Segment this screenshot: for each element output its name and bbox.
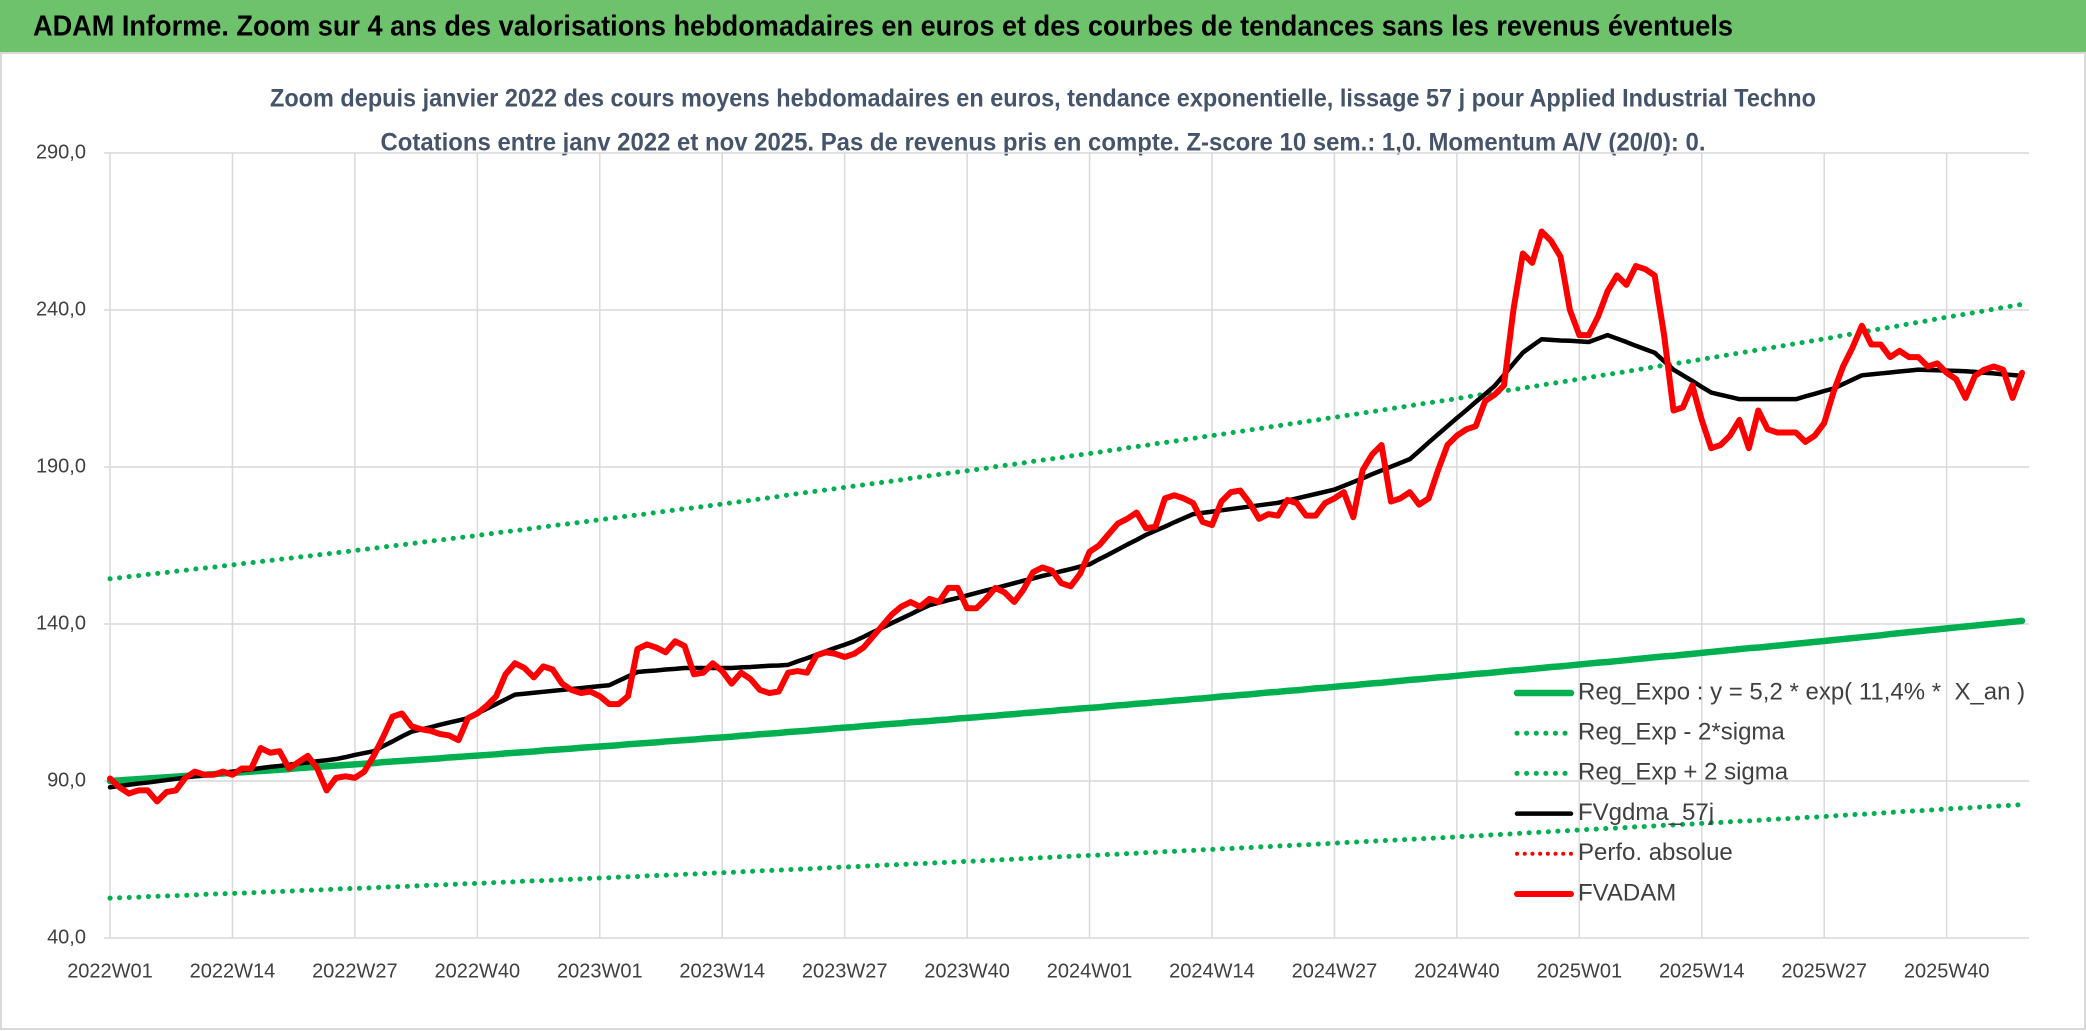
x-tick-label: 2022W27	[312, 960, 398, 982]
legend-label: Perfo. absolue	[1578, 839, 1733, 866]
y-tick-label: 190,0	[36, 455, 86, 477]
header-band	[0, 0, 2086, 53]
x-tick-label: 2024W01	[1047, 960, 1133, 982]
header-title: ADAM Informe. Zoom sur 4 ans des valoris…	[33, 11, 1733, 43]
x-tick-label: 2023W27	[802, 960, 888, 982]
x-tick-label: 2025W14	[1659, 960, 1745, 982]
x-tick-label: 2025W27	[1781, 960, 1867, 982]
x-tick-label: 2025W01	[1537, 960, 1623, 982]
x-tick-label: 2025W40	[1904, 960, 1990, 982]
series-line	[107, 228, 2025, 805]
x-tick-label: 2023W01	[557, 960, 643, 982]
legend-label: Reg_Expo : y = 5,2 * exp( 11,4% * X_an )	[1578, 678, 2025, 705]
legend-label: FVADAM	[1578, 879, 1676, 906]
chart-frame	[0, 52, 2086, 1030]
x-tick-label: 2023W40	[924, 960, 1010, 982]
legend-label: Reg_Exp + 2 sigma	[1578, 759, 1789, 786]
x-tick-label: 2024W40	[1414, 960, 1500, 982]
x-tick-label: 2022W01	[67, 960, 153, 982]
y-tick-label: 290,0	[36, 141, 86, 163]
chart-subtitle: Cotations entre janv 2022 et nov 2025. P…	[381, 129, 1706, 157]
legend-label: Reg_Exp - 2*sigma	[1578, 719, 1785, 746]
x-tick-label: 2022W14	[190, 960, 276, 982]
y-tick-label: 140,0	[36, 612, 86, 634]
x-tick-label: 2023W14	[679, 960, 765, 982]
chart-title: Zoom depuis janvier 2022 des cours moyen…	[270, 85, 1816, 113]
x-tick-label: 2022W40	[435, 960, 521, 982]
legend-label: FVgdma_57j	[1578, 799, 1714, 826]
y-tick-label: 90,0	[47, 769, 86, 791]
series-line	[107, 802, 2025, 901]
y-tick-label: 240,0	[36, 298, 86, 320]
y-tick-label: 40,0	[47, 926, 86, 948]
series-line	[106, 617, 2026, 785]
x-tick-label: 2024W27	[1292, 960, 1378, 982]
x-tick-label: 2024W14	[1169, 960, 1255, 982]
